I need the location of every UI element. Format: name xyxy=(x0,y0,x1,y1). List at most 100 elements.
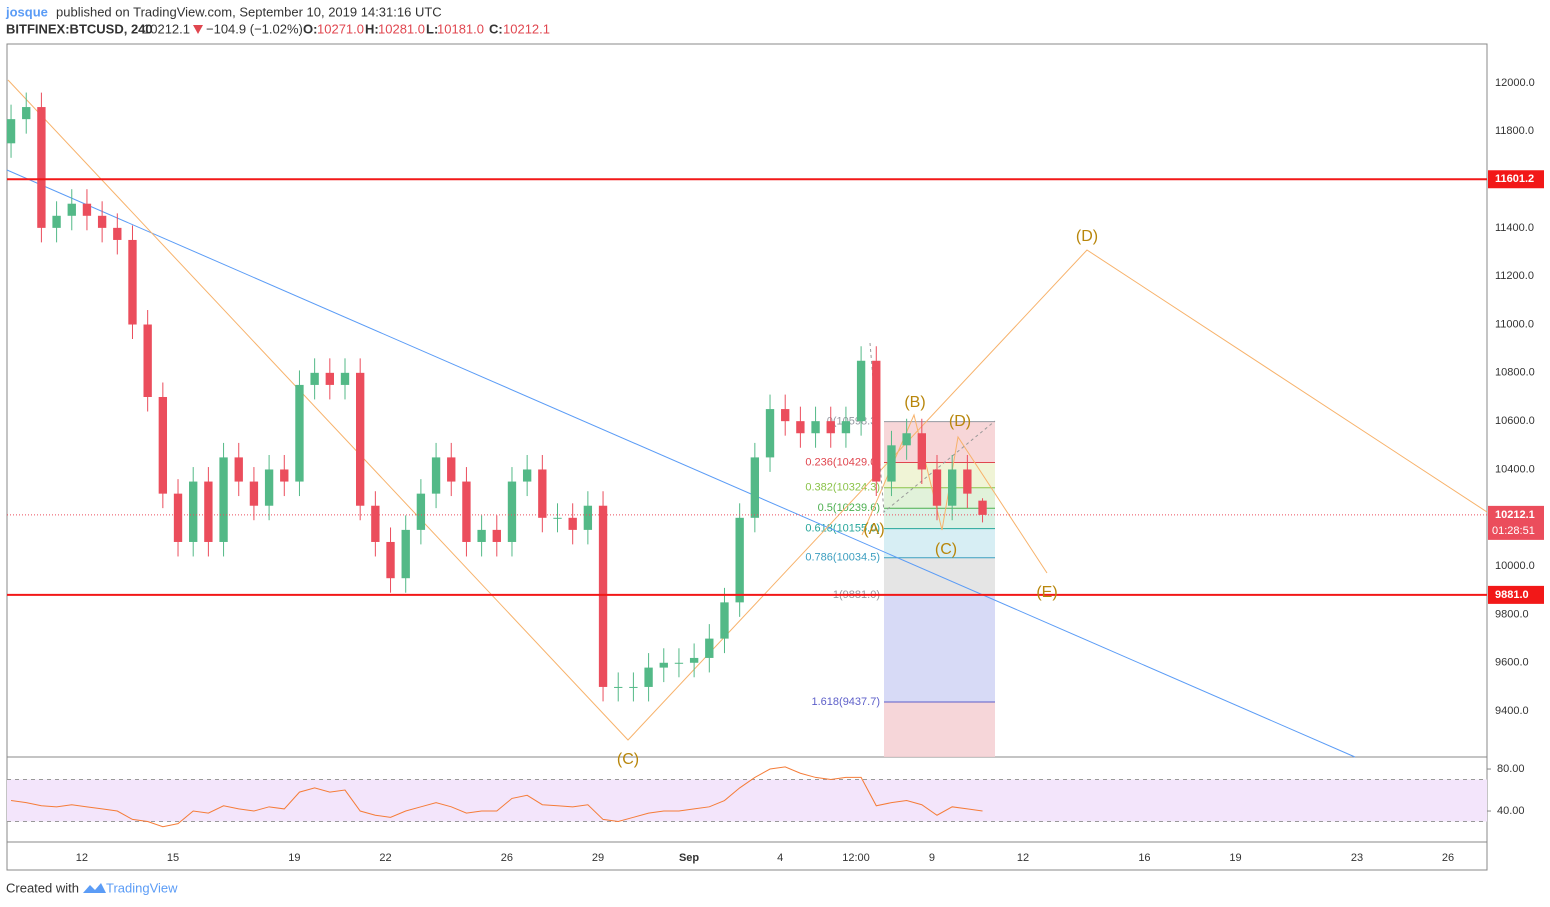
wave-labels: (A) (B) (C) (D) (E) (D) (C) xyxy=(617,228,1098,768)
candle-body xyxy=(492,529,501,542)
candle-body xyxy=(249,481,259,506)
fib-label: 0.236(10429.0) xyxy=(805,456,880,468)
candle-body xyxy=(340,372,350,385)
logo xyxy=(83,883,106,893)
y-tick-label: 9800.0 xyxy=(1495,608,1529,620)
candle-body xyxy=(917,433,926,470)
candle-body xyxy=(826,421,835,434)
fib-retracement: 0(10598.3)0.236(10429.0)0.382(10324.3)0.… xyxy=(805,415,995,757)
y-tick-label: 10800.0 xyxy=(1495,367,1535,379)
fib-band xyxy=(884,421,995,463)
candle-body xyxy=(82,203,92,216)
last: 10212.1 xyxy=(143,21,190,36)
y-tick-label: 10600.0 xyxy=(1495,415,1535,427)
wave-line-small xyxy=(861,413,1048,574)
candle-body xyxy=(507,481,517,542)
c: 10212.1 xyxy=(503,21,550,36)
y-tick-label: 11200.0 xyxy=(1495,270,1534,282)
wave-label: (E) xyxy=(1036,584,1057,601)
wave-label: (D) xyxy=(1076,228,1098,245)
candle-body xyxy=(462,481,471,542)
y-tick-label: 9400.0 xyxy=(1495,705,1529,717)
price-tag-label: 11601.2 xyxy=(1495,173,1534,185)
x-tick-label: 29 xyxy=(592,852,604,864)
candle-body xyxy=(872,360,881,482)
candle-body xyxy=(538,469,547,518)
wave-label: (A) xyxy=(863,521,884,538)
brand: TradingView xyxy=(106,880,178,895)
candle-body xyxy=(598,505,608,687)
candle-body xyxy=(568,517,577,530)
candle-body xyxy=(416,493,426,530)
fib-label: 0(10598.3) xyxy=(827,415,880,427)
candle-body xyxy=(583,505,593,530)
candle-body xyxy=(219,457,228,542)
candle-body xyxy=(356,372,365,506)
price-tag-label: 9881.0 xyxy=(1495,589,1529,601)
candle-body xyxy=(750,457,760,518)
candle-body xyxy=(963,469,972,494)
change: −104.9 (−1.02%) xyxy=(206,21,303,36)
candle-body xyxy=(234,457,243,482)
candle-body xyxy=(765,409,775,458)
candle-body xyxy=(6,119,16,144)
price-tag-label: 10212.1 xyxy=(1495,509,1535,521)
candle-body xyxy=(553,517,562,519)
candle-body xyxy=(310,372,319,385)
candle-body xyxy=(173,493,183,542)
candle-body xyxy=(522,469,532,482)
x-tick-label: 12 xyxy=(76,852,88,864)
candle-body xyxy=(143,324,152,397)
candle-body xyxy=(401,529,410,579)
candle-body xyxy=(431,457,441,494)
price-tag xyxy=(1488,585,1544,604)
wave-line xyxy=(7,79,1488,741)
h-label: H: xyxy=(365,21,379,36)
candle-body xyxy=(22,107,31,120)
candle-body xyxy=(811,421,820,434)
x-tick-label: 26 xyxy=(501,852,513,864)
candle-body xyxy=(978,500,987,515)
published: published on TradingView.com, September … xyxy=(56,4,442,19)
y-tick-label: 9600.0 xyxy=(1495,657,1529,669)
x-tick-label: 9 xyxy=(929,852,935,864)
candle-body xyxy=(796,421,805,434)
candle-body xyxy=(280,469,289,482)
fib-label: 0.5(10239.6) xyxy=(818,502,880,514)
c-label: C: xyxy=(489,21,503,36)
symbol-line: BITFINEX:BTCUSD, 240 10212.1 −104.9 (−1.… xyxy=(6,21,550,36)
candle-body xyxy=(735,517,744,603)
rsi-tick-label: 40.00 xyxy=(1497,805,1525,817)
candle-body xyxy=(158,396,168,494)
l: 10181.0 xyxy=(437,21,484,36)
candle-body xyxy=(902,433,911,446)
candle-body xyxy=(948,469,957,506)
x-tick-label: 26 xyxy=(1442,852,1454,864)
candle-body xyxy=(932,469,942,506)
y-tick-label: 10400.0 xyxy=(1495,463,1535,475)
l-label: L: xyxy=(426,21,438,36)
created-with: Created with xyxy=(6,880,79,895)
axes: 9400.09600.09800.010000.010200.010400.01… xyxy=(76,77,1544,864)
fib-band xyxy=(884,594,995,702)
y-tick-label: 12000.0 xyxy=(1495,77,1535,89)
candle-body xyxy=(659,662,668,668)
x-tick-label: 19 xyxy=(1229,852,1241,864)
o: 10271.0 xyxy=(317,21,364,36)
candle-body xyxy=(887,445,896,482)
candle-body xyxy=(674,662,684,664)
candle-body xyxy=(264,469,274,506)
author: josque xyxy=(5,4,48,19)
candle-body xyxy=(97,215,107,228)
fib-band xyxy=(884,701,995,757)
fib-band xyxy=(884,528,995,558)
x-tick-label: 16 xyxy=(1138,852,1150,864)
x-tick-label: 23 xyxy=(1351,852,1363,864)
candle-body xyxy=(67,203,76,216)
candle-body xyxy=(447,457,456,482)
x-tick-label: 4 xyxy=(777,852,783,864)
y-tick-label: 11400.0 xyxy=(1495,222,1534,234)
candle-body xyxy=(841,421,851,434)
candle-body xyxy=(113,227,122,240)
